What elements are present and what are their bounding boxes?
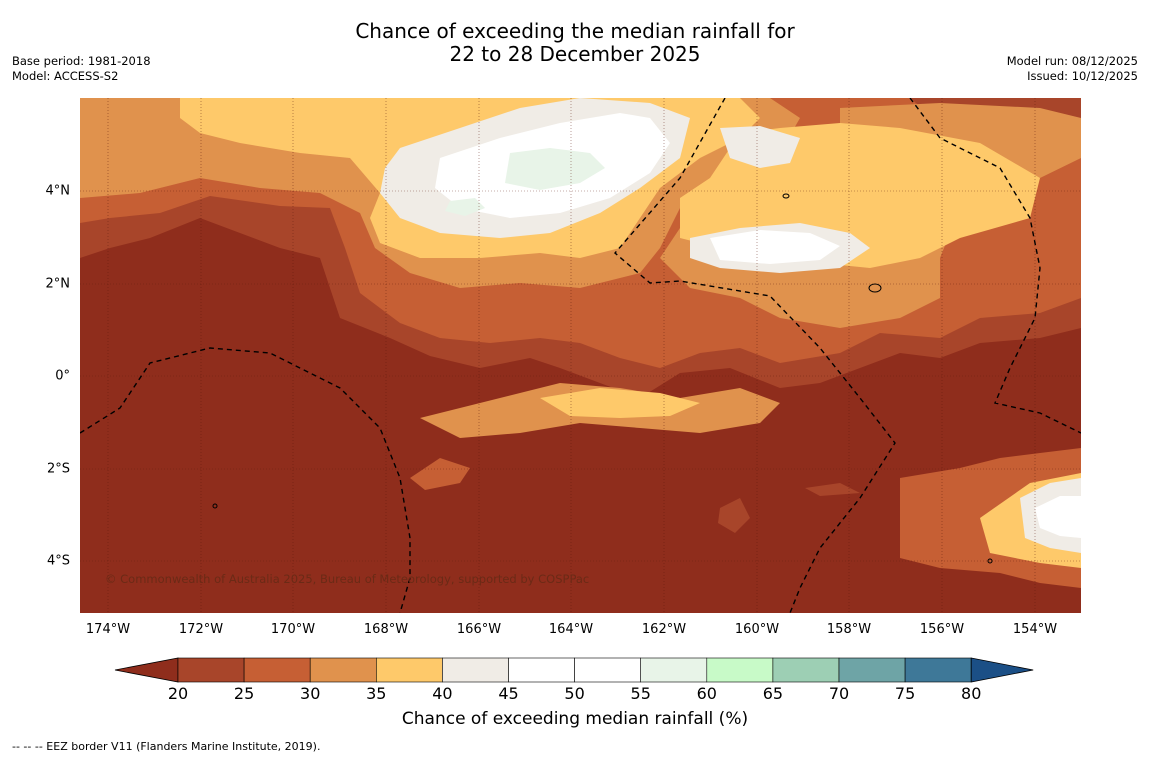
lon-label: 154°W [1012, 622, 1058, 637]
colorbar-segment [442, 657, 509, 683]
lon-label: 156°W [919, 622, 965, 637]
island-2 [868, 283, 882, 293]
colorbar-arrow-high [970, 657, 1034, 683]
colorbar-tick-label: 65 [762, 684, 784, 703]
colorbar-tick-label: 30 [300, 684, 321, 703]
lon-label: 164°W [548, 622, 594, 637]
colorbar-tick-label: 25 [233, 684, 255, 703]
colorbar-tick-label: 45 [498, 684, 519, 703]
lon-label: 170°W [270, 622, 316, 637]
colorbar-tick-label: 40 [432, 684, 453, 703]
meta-left: Base period: 1981-2018 Model: ACCESS-S2 [12, 54, 151, 84]
eez-border-west [80, 347, 411, 613]
colorbar-tick-label: 60 [696, 684, 717, 703]
island-3 [212, 503, 218, 509]
colorbar-segment [177, 657, 245, 683]
map-title-line2: 22 to 28 December 2025 [449, 42, 701, 66]
colorbar-segment [904, 657, 972, 683]
field-40-45-east [720, 126, 800, 168]
colorbar-segment [309, 657, 377, 683]
base-period: Base period: 1981-2018 [12, 54, 151, 68]
field-55-60-small [445, 198, 485, 216]
colorbar-tick-label: 70 [828, 684, 850, 703]
colorbar-tick-label: 20 [167, 684, 189, 703]
lon-label: 162°W [641, 622, 687, 637]
model-name: Model: ACCESS-S2 [12, 69, 119, 83]
colorbar-segment [375, 657, 443, 683]
field-patch-1 [410, 458, 470, 490]
field-45-55-east [710, 230, 840, 264]
lat-label: 2°N [45, 276, 71, 292]
model-run: Model run: 08/12/2025 [1006, 54, 1138, 68]
lat-label: 0° [55, 368, 70, 384]
field-se-white [1035, 496, 1081, 538]
colorbar-segment [838, 657, 906, 683]
colorbar-arrow-low [114, 657, 179, 683]
field-patch-2 [718, 498, 750, 533]
copyright-notice: © Commonwealth of Australia 2025, Bureau… [105, 572, 590, 586]
rainfall-map [80, 98, 1081, 613]
issued-date: Issued: 10/12/2025 [1027, 69, 1138, 83]
colorbar-tick-label: 80 [961, 684, 982, 703]
lat-label: 2°S [46, 461, 70, 477]
meta-right: Model run: 08/12/2025 Issued: 10/12/2025 [1007, 54, 1138, 84]
colorbar-tick-label: 75 [894, 684, 916, 703]
eez-borders [80, 98, 1081, 613]
colorbar-segment [640, 657, 708, 683]
colorbar-tick-label: 55 [630, 684, 651, 703]
field-patch-3 [805, 483, 860, 496]
island-4 [987, 558, 993, 564]
lat-label: 4°S [46, 553, 70, 569]
lon-label: 172°W [178, 622, 224, 637]
colorbar-segment [574, 657, 642, 683]
eez-border-central [614, 98, 896, 613]
eez-legend: -- -- -- EEZ border V11 (Flanders Marine… [12, 740, 321, 753]
lat-label: 4°N [45, 183, 71, 199]
graticule [80, 98, 1081, 613]
colorbar-segment [243, 657, 311, 683]
colorbar [114, 657, 1034, 683]
colorbar-segment [508, 657, 575, 683]
eez-border-east [909, 98, 1081, 434]
field-55-60 [505, 148, 605, 190]
colorbar-segment [706, 657, 774, 683]
lon-label: 158°W [826, 622, 872, 637]
colorbar-title: Chance of exceeding median rainfall (%) [401, 709, 749, 729]
island-1 [782, 193, 790, 199]
lon-label: 168°W [363, 622, 409, 637]
islands [212, 193, 993, 564]
colorbar-segment [772, 657, 840, 683]
lon-label: 160°W [734, 622, 780, 637]
colorbar-tick-label: 35 [366, 684, 387, 703]
map-title-line1: Chance of exceeding the median rainfall … [355, 19, 795, 43]
lon-label: 166°W [456, 622, 502, 637]
colorbar-tick-label: 50 [564, 684, 585, 703]
field-sc-35 [540, 388, 700, 418]
lon-label: 174°W [85, 622, 131, 637]
